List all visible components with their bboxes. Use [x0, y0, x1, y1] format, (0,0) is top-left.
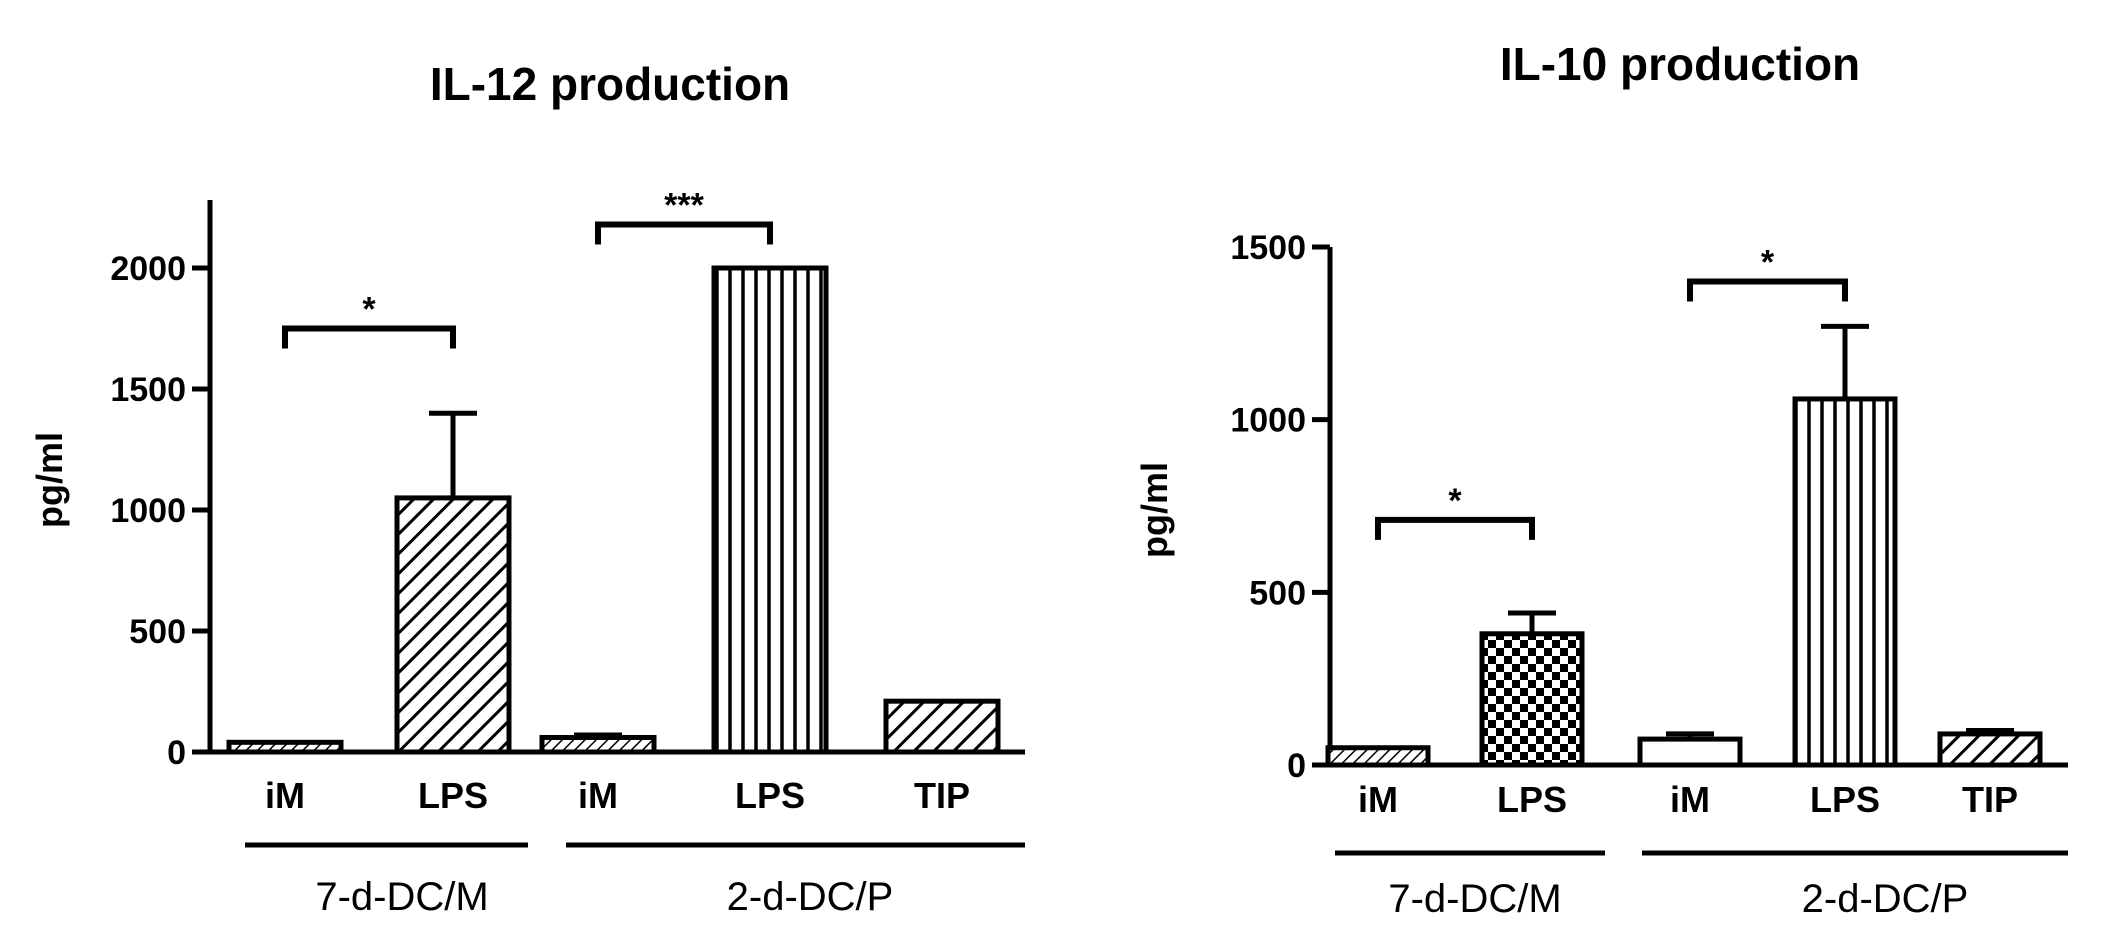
category-label-2: iM — [578, 775, 618, 816]
group-label-0: 7-d-DC/M — [315, 875, 488, 919]
category-label-1: LPS — [418, 775, 488, 816]
bar-2 — [539, 734, 657, 755]
group-label-1: 2-d-DC/P — [1802, 877, 1969, 921]
category-label-2: iM — [1670, 779, 1710, 820]
group-label-1: 2-d-DC/P — [727, 875, 894, 919]
significance-bracket-0 — [282, 325, 456, 349]
category-label-3: LPS — [1810, 779, 1880, 820]
y-tick-label: 1500 — [110, 371, 186, 409]
y-tick-label: 0 — [167, 734, 186, 772]
bar-3 — [711, 265, 829, 755]
bar-4 — [1937, 731, 2043, 768]
category-label-4: TIP — [914, 775, 970, 816]
bar-4 — [883, 698, 1001, 755]
significance-bracket-0 — [1375, 516, 1535, 540]
y-tick-label: 1000 — [110, 492, 186, 530]
chart-title: IL-12 production — [430, 58, 790, 110]
y-tick-label: 500 — [129, 613, 186, 651]
significance-label-1: *** — [664, 186, 704, 224]
bar-0 — [1325, 745, 1431, 768]
significance-label-0: * — [362, 291, 376, 329]
y-tick-label: 2000 — [110, 250, 186, 288]
bar-2 — [1637, 736, 1743, 768]
bar-1 — [1479, 631, 1585, 768]
y-tick-label: 1500 — [1230, 229, 1306, 267]
chart-title: IL-10 production — [1500, 38, 1860, 90]
y-axis-label: pg/ml — [29, 432, 70, 528]
il10-chart-panel: IL-10 production 0 500 1000 1500 pg/ml iM LPS iM… — [1134, 38, 2068, 921]
y-tick-label: 500 — [1249, 574, 1306, 612]
group-label-0: 7-d-DC/M — [1388, 877, 1561, 921]
bar-0 — [226, 739, 344, 755]
y-tick-label: 1000 — [1230, 402, 1306, 440]
category-label-0: iM — [265, 775, 305, 816]
bar-1 — [394, 495, 512, 755]
y-axis-label: pg/ml — [1134, 462, 1175, 558]
y-tick-label: 0 — [1287, 747, 1306, 785]
category-label-1: LPS — [1497, 779, 1567, 820]
il12-chart-panel: IL-12 production 0 500 1000 1500 2000 pg/ml iM L… — [29, 58, 1025, 919]
significance-label-1: * — [1761, 244, 1775, 282]
significance-label-0: * — [1448, 482, 1462, 520]
category-label-3: LPS — [735, 775, 805, 816]
significance-bracket-1 — [1687, 278, 1848, 302]
category-label-0: iM — [1358, 779, 1398, 820]
category-label-4: TIP — [1962, 779, 2018, 820]
significance-bracket-1 — [595, 221, 773, 245]
bar-3 — [1792, 396, 1898, 768]
